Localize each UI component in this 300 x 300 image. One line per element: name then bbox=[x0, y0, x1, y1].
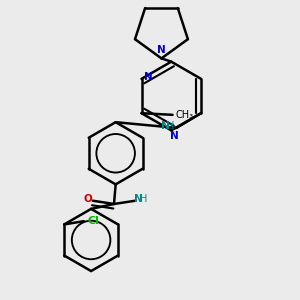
Text: H: H bbox=[140, 194, 148, 204]
Text: N: N bbox=[170, 131, 179, 141]
Text: N: N bbox=[161, 121, 170, 131]
Text: Cl: Cl bbox=[88, 216, 100, 226]
Text: H: H bbox=[167, 121, 174, 131]
Text: N: N bbox=[144, 72, 153, 82]
Text: N: N bbox=[134, 194, 143, 204]
Text: CH₃: CH₃ bbox=[175, 110, 193, 120]
Text: O: O bbox=[84, 194, 92, 204]
Text: N: N bbox=[157, 45, 166, 55]
